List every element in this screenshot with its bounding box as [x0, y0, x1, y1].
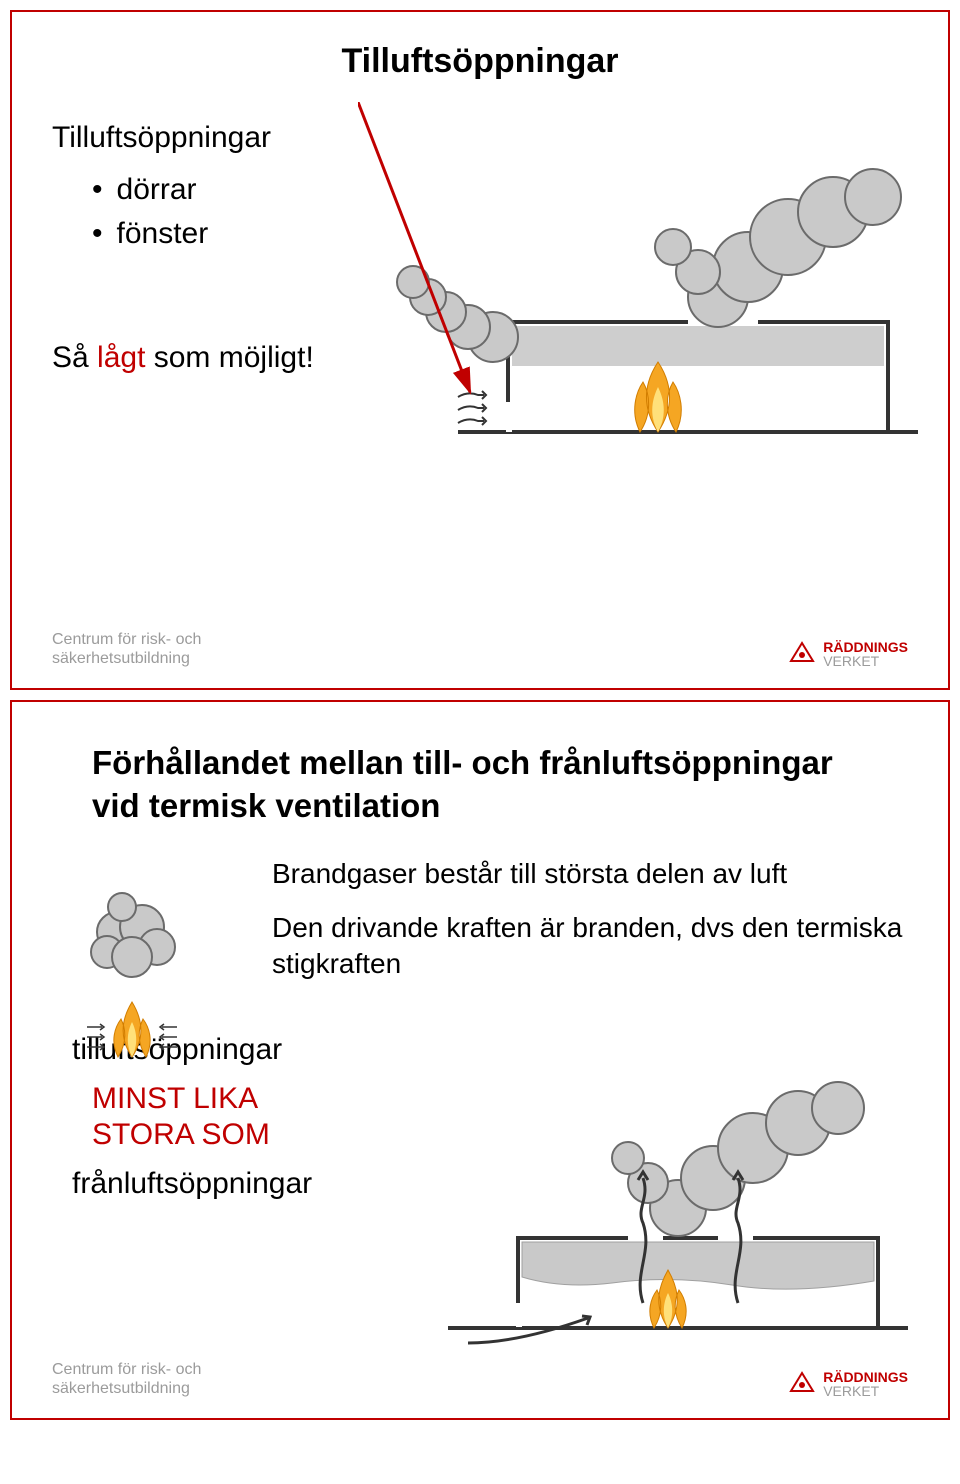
- footer-right: RÄDDNINGS VERKET: [789, 640, 908, 668]
- footer2-line2: säkerhetsutbildning: [52, 1379, 201, 1398]
- footer-right-2: RÄDDNINGS VERKET: [789, 1370, 908, 1398]
- slide2-red-line1: MINST LIKA: [92, 1082, 258, 1115]
- footer-left: Centrum för risk- och säkerhetsutbildnin…: [52, 630, 201, 668]
- footer-line2: säkerhetsutbildning: [52, 649, 201, 668]
- low-highlight: lågt: [97, 341, 145, 374]
- logo-top: RÄDDNINGS: [823, 640, 908, 654]
- slide2-diagram-svg: [438, 1048, 918, 1348]
- slide1-title: Tilluftsöppningar: [52, 42, 908, 81]
- slide2-title: Förhållandet mellan till- och frånluftsö…: [92, 742, 868, 828]
- slide2-mini-diagram: [62, 877, 212, 1077]
- low-suffix: som möjligt!: [145, 341, 313, 374]
- low-prefix: Så: [52, 341, 97, 374]
- logo-text-block-2: RÄDDNINGS VERKET: [823, 1370, 908, 1398]
- footer-line1: Centrum för risk- och: [52, 630, 201, 649]
- logo-text-block: RÄDDNINGS VERKET: [823, 640, 908, 668]
- slide2-red-line2: STORA SOM: [92, 1118, 270, 1151]
- slide1-diagram-svg: [358, 102, 918, 482]
- footer2-line1: Centrum för risk- och: [52, 1360, 201, 1379]
- slide2-body2: Den drivande kraften är branden, dvs den…: [272, 910, 908, 983]
- slide2-diagram: [438, 1048, 918, 1348]
- logo-bottom-2: VERKET: [823, 1384, 908, 1398]
- slide-2: Förhållandet mellan till- och frånluftsö…: [10, 700, 950, 1420]
- logo-top-2: RÄDDNINGS: [823, 1370, 908, 1384]
- logo-bottom: VERKET: [823, 654, 908, 668]
- raddningsverket-logo-icon: [789, 641, 815, 667]
- footer-left-2: Centrum för risk- och säkerhetsutbildnin…: [52, 1360, 201, 1398]
- raddningsverket-logo-icon-2: [789, 1371, 815, 1397]
- slide2-mini-svg: [62, 877, 212, 1077]
- slide-1: Tilluftsöppningar Tilluftsöppningar dörr…: [10, 10, 950, 690]
- slide2-body1: Brandgaser består till största delen av …: [272, 858, 908, 890]
- slide1-diagram: [358, 102, 918, 482]
